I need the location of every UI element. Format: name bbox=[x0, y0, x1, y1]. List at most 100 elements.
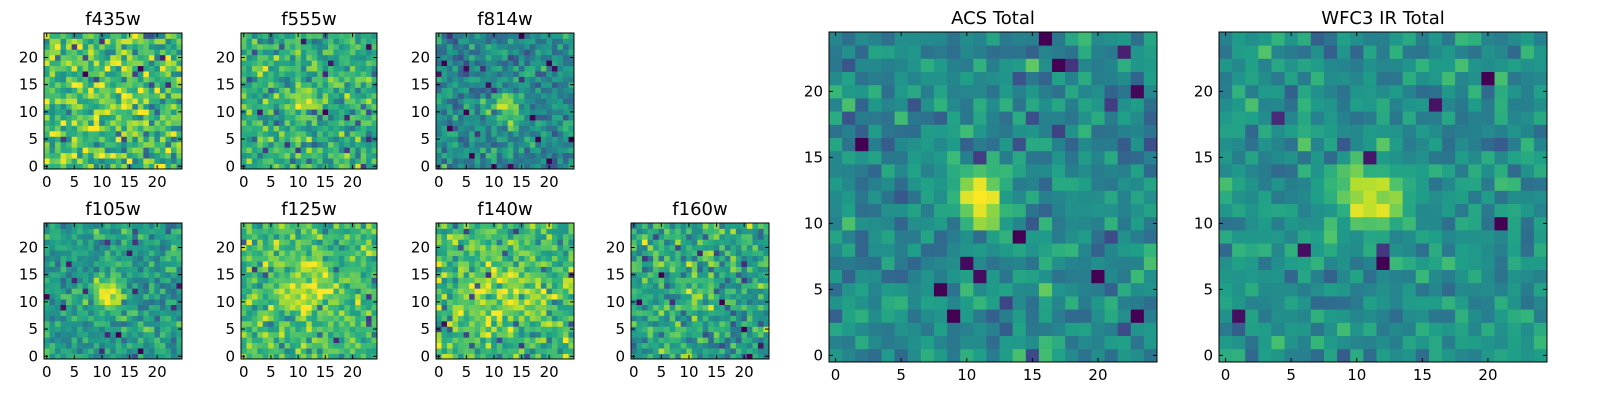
heatmap-cell bbox=[502, 103, 509, 110]
heatmap-cell bbox=[474, 255, 481, 262]
heatmap-cell bbox=[474, 315, 481, 322]
heatmap-cell bbox=[159, 244, 166, 251]
heatmap-cell bbox=[1012, 335, 1027, 350]
heatmap-cell bbox=[447, 158, 453, 164]
heatmap-cell bbox=[480, 282, 487, 289]
heatmap-cell bbox=[143, 353, 150, 360]
heatmap-cell bbox=[513, 250, 520, 257]
heatmap-cell bbox=[480, 76, 487, 83]
heatmap-cell bbox=[333, 233, 340, 240]
heatmap-cell bbox=[441, 239, 448, 246]
heatmap-cell bbox=[306, 244, 313, 251]
heatmap-cell bbox=[257, 125, 264, 132]
heatmap-cell bbox=[855, 309, 869, 323]
heatmap-cell bbox=[82, 304, 89, 311]
heatmap-cell bbox=[148, 98, 155, 105]
heatmap-cell bbox=[535, 92, 542, 99]
heatmap-cell bbox=[268, 43, 275, 50]
heatmap-cell bbox=[60, 163, 67, 170]
heatmap-cell bbox=[529, 71, 536, 77]
heatmap-cell bbox=[49, 81, 56, 88]
heatmap-cell bbox=[518, 315, 525, 322]
heatmap-cell bbox=[741, 320, 748, 327]
heatmap-cell bbox=[491, 43, 498, 50]
heatmap-cell bbox=[496, 87, 503, 94]
heatmap-cell bbox=[257, 293, 264, 300]
heatmap-cell bbox=[110, 239, 117, 246]
heatmap-cell bbox=[328, 288, 334, 295]
heatmap-cell bbox=[366, 233, 372, 240]
heatmap-cell bbox=[99, 49, 106, 56]
heatmap-cell bbox=[176, 261, 183, 267]
heatmap-cell bbox=[338, 255, 345, 262]
heatmap-cell bbox=[524, 114, 531, 121]
heatmap-cell bbox=[44, 38, 50, 45]
heatmap-cell bbox=[562, 353, 569, 360]
heatmap-cell bbox=[66, 103, 72, 110]
heatmap-cell bbox=[675, 223, 682, 229]
heatmap-cell bbox=[262, 136, 269, 143]
heatmap-cell bbox=[999, 203, 1014, 218]
heatmap-cell bbox=[110, 120, 117, 126]
heatmap-cell bbox=[960, 269, 974, 284]
heatmap-cell bbox=[349, 250, 356, 257]
heatmap-cell bbox=[1052, 190, 1066, 204]
heatmap-cell bbox=[719, 331, 726, 338]
y-tick-label: 15 bbox=[411, 76, 430, 94]
heatmap-cell bbox=[289, 304, 296, 311]
heatmap-cell bbox=[474, 114, 481, 121]
heatmap-cell bbox=[697, 250, 704, 257]
heatmap-cell bbox=[88, 33, 95, 39]
heatmap-cell bbox=[518, 76, 525, 83]
heatmap-cell bbox=[507, 114, 514, 121]
heatmap-cell bbox=[1038, 203, 1053, 218]
heatmap-cell bbox=[110, 348, 117, 354]
heatmap-cell bbox=[88, 288, 95, 295]
heatmap-cell bbox=[535, 33, 542, 39]
heatmap-cell bbox=[452, 255, 459, 262]
x-tick-label: 5 bbox=[462, 173, 472, 191]
heatmap-cell bbox=[99, 266, 106, 273]
heatmap-cell bbox=[730, 228, 737, 235]
heatmap-cell bbox=[441, 98, 448, 105]
heatmap-cell bbox=[333, 239, 340, 246]
heatmap-cell bbox=[551, 282, 558, 289]
heatmap-cell bbox=[496, 49, 503, 56]
heatmap-cell bbox=[441, 250, 448, 257]
heatmap-cell bbox=[148, 43, 155, 50]
heatmap-cell bbox=[257, 342, 264, 349]
heatmap-cell bbox=[55, 288, 61, 295]
heatmap-cell bbox=[355, 342, 362, 349]
heatmap-cell bbox=[268, 326, 275, 333]
heatmap-cell bbox=[480, 288, 487, 295]
heatmap-cell bbox=[746, 331, 753, 338]
heatmap-cell bbox=[546, 87, 553, 94]
heatmap-cell bbox=[355, 261, 362, 267]
heatmap-cell bbox=[1117, 322, 1132, 336]
heatmap-cell bbox=[338, 38, 345, 45]
heatmap-cell bbox=[524, 326, 531, 333]
heatmap-cell bbox=[986, 177, 1000, 191]
heatmap-cell bbox=[647, 320, 654, 327]
heatmap-cell bbox=[279, 81, 285, 88]
heatmap-cell bbox=[546, 288, 553, 295]
heatmap-cell bbox=[868, 190, 882, 204]
heatmap-cell bbox=[148, 130, 155, 137]
heatmap-cell bbox=[686, 326, 693, 333]
heatmap-cell bbox=[344, 81, 351, 88]
heatmap-cell bbox=[126, 326, 133, 333]
heatmap-cell bbox=[322, 304, 329, 311]
heatmap-cell bbox=[447, 49, 453, 56]
heatmap-cell bbox=[60, 81, 67, 88]
heatmap-cell bbox=[518, 310, 525, 316]
heatmap-cell bbox=[474, 353, 481, 360]
heatmap-cell bbox=[257, 109, 264, 115]
heatmap-cell bbox=[154, 228, 161, 235]
heatmap-cell bbox=[115, 239, 122, 246]
heatmap-cell bbox=[735, 239, 742, 246]
heatmap-cell bbox=[458, 81, 464, 88]
heatmap-cell bbox=[371, 310, 378, 316]
heatmap-cell bbox=[452, 228, 459, 235]
heatmap-cell bbox=[636, 261, 643, 267]
